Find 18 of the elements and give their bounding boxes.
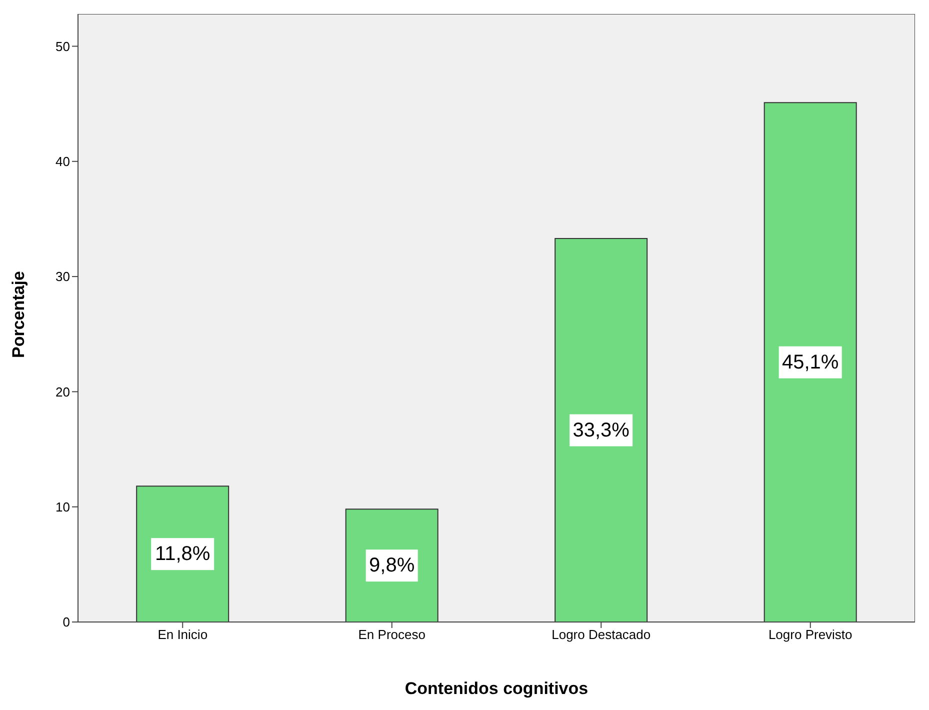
x-axis-title: Contenidos cognitivos <box>404 679 588 698</box>
x-tick-label: Logro Destacado <box>552 627 651 642</box>
x-tick-label: En Proceso <box>358 627 426 642</box>
x-tick-label: En Inicio <box>158 627 208 642</box>
y-tick-label: 10 <box>56 499 70 514</box>
bar <box>764 102 857 622</box>
data-label: 9,8% <box>369 554 415 577</box>
data-label: 33,3% <box>572 419 630 442</box>
bar <box>554 238 648 622</box>
x-tick-label: Logro Previsto <box>768 627 852 642</box>
y-tick-label: 50 <box>56 38 70 54</box>
y-tick-label: 30 <box>56 269 70 284</box>
data-label: 45,1% <box>782 351 839 374</box>
y-tick-label: 20 <box>56 384 70 400</box>
data-label: 11,8% <box>154 543 210 566</box>
y-axis-title: Porcentaje <box>9 271 28 358</box>
y-tick-label: 0 <box>62 614 70 630</box>
y-tick-label: 40 <box>56 154 70 170</box>
